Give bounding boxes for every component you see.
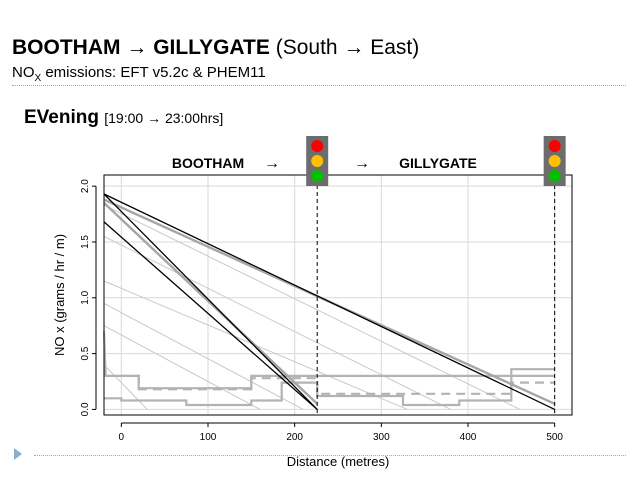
x-axis-title: Distance (metres): [287, 454, 390, 469]
traffic-light-lamp: [311, 155, 324, 167]
section-label: EVening: [24, 107, 99, 128]
y-tick-label: 1.5: [80, 235, 91, 249]
series-line-gray-thin: [103, 325, 261, 410]
series-line-gray-step: [104, 368, 555, 407]
subtitle-rest: emissions: EFT v5.2c & PHEM11: [41, 64, 266, 81]
traffic-light-lamp: [548, 155, 561, 167]
subtitle-prefix: NO: [12, 64, 35, 81]
x-tick-label: 0: [119, 432, 125, 443]
series-line-gray-thin: [103, 364, 148, 410]
junction-label-left: BOOTHAM: [172, 155, 244, 171]
junction-arrow-right: →: [354, 155, 370, 172]
y-tick-label: 1.0: [80, 290, 91, 304]
footer-divider: [34, 455, 626, 456]
series-line-black: [103, 221, 318, 410]
x-tick-label: 500: [546, 432, 563, 443]
section-time-range: [19:00 → 23:00hrs]: [104, 110, 224, 126]
title-arrow: →: [126, 36, 148, 59]
traffic-light-lamp: [548, 170, 561, 182]
series-line-black: [103, 193, 318, 410]
header-divider: [12, 85, 626, 86]
traffic-light-lamp: [311, 170, 324, 182]
y-axis-title: NO x (grams / hr / m): [52, 234, 67, 356]
y-tick-label: 0.5: [80, 346, 91, 360]
x-tick-label: 300: [373, 432, 390, 443]
footer-arrow-icon: [14, 448, 22, 460]
plot-frame: [103, 174, 573, 416]
x-tick-label: 400: [460, 432, 477, 443]
series-line-black: [103, 193, 555, 410]
junction-arrow-left: →: [264, 155, 280, 172]
traffic-light-lamp: [548, 140, 561, 152]
slide-subtitle: NOX emissions: EFT v5.2c & PHEM11: [12, 64, 266, 84]
y-tick-label: 0.0: [80, 402, 91, 416]
x-tick-label: 200: [286, 432, 303, 443]
section-heading: EVening [19:00 → 23:00hrs]: [24, 107, 223, 129]
junction-label-right: GILLYGATE: [399, 155, 477, 171]
title-origin: BOOTHAM: [12, 36, 121, 59]
traffic-light-lamp: [311, 140, 324, 152]
subtitle-subscript: X: [34, 73, 42, 84]
title-destination: GILLYGATE: [153, 36, 270, 59]
title-direction: (South → East): [269, 36, 420, 59]
slide-title: BOOTHAM → GILLYGATE (South → East): [12, 36, 419, 60]
series-line-gray-thin: [103, 302, 304, 410]
x-tick-label: 100: [200, 432, 217, 443]
y-tick-label: 2.0: [80, 179, 91, 193]
series-line-gray-thick: [103, 202, 319, 405]
series-line-gray-thin: [103, 235, 451, 410]
